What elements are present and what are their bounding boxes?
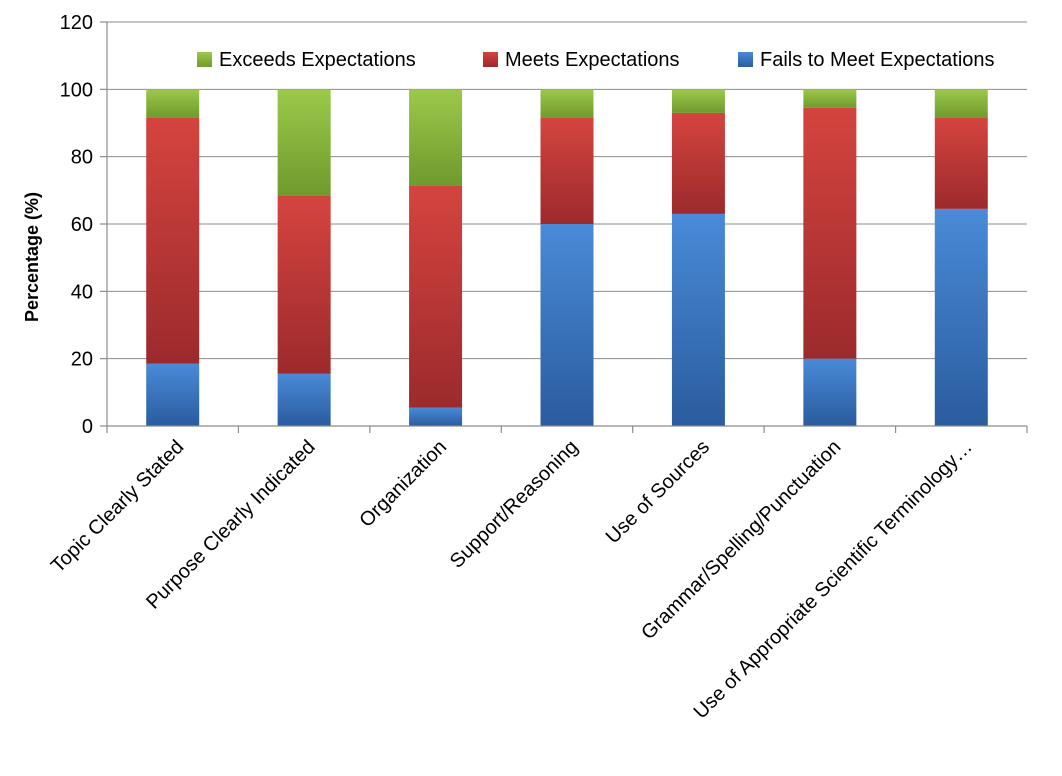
bar-segment-fails-to-meet-expectations [671, 213, 725, 426]
y-tick-labels: 0 20 40 60 80 100 120 [60, 12, 93, 438]
y-tick-label: 40 [71, 281, 93, 303]
y-tick-label: 60 [71, 214, 93, 236]
legend-label: Exceeds Expectations [219, 49, 416, 71]
bar-segment-exceeds-expectations [803, 89, 857, 108]
bar-segment-meets-expectations [146, 117, 200, 364]
legend-label: Fails to Meet Expectations [760, 49, 995, 71]
legend: Exceeds Expectations Meets Expectations Fa… [197, 49, 995, 71]
bar-segment-meets-expectations [803, 107, 857, 359]
y-axis-title: Percentage (%) [22, 192, 42, 322]
bar-segment-fails-to-meet-expectations [803, 358, 857, 426]
bar-segment-exceeds-expectations [277, 89, 331, 196]
legend-swatch [197, 52, 212, 67]
y-tick-label: 20 [71, 349, 93, 371]
legend-swatch [738, 52, 753, 67]
x-category-label: Use of Appropriate Scientific Terminolog… [690, 436, 977, 723]
bar-segment-meets-expectations [934, 117, 988, 209]
bar-segment-exceeds-expectations [540, 89, 594, 118]
legend-swatch [483, 52, 498, 67]
y-tick-label: 120 [60, 12, 93, 34]
bar-segment-exceeds-expectations [409, 89, 463, 186]
x-category-label: Use of Sources [602, 436, 714, 548]
bar-segment-exceeds-expectations [146, 89, 200, 118]
legend-label: Meets Expectations [505, 49, 680, 71]
y-tick-label: 80 [71, 147, 93, 169]
bar-segment-meets-expectations [277, 195, 331, 374]
y-tick-label: 100 [60, 79, 93, 101]
bars [146, 89, 988, 426]
bar-segment-meets-expectations [409, 185, 463, 408]
x-category-label: Organization [355, 436, 451, 532]
bar-segment-fails-to-meet-expectations [409, 407, 463, 426]
bar-segment-fails-to-meet-expectations [277, 373, 331, 426]
bar-segment-meets-expectations [671, 112, 725, 214]
bar-segment-exceeds-expectations [934, 89, 988, 118]
bar-segment-fails-to-meet-expectations [934, 208, 988, 426]
bar-segment-fails-to-meet-expectations [540, 224, 594, 426]
x-category-label: Topic Clearly Stated [47, 436, 188, 577]
bar-segment-exceeds-expectations [671, 89, 725, 113]
y-tick-label: 0 [82, 416, 93, 438]
bar-segment-fails-to-meet-expectations [146, 363, 200, 426]
bar-segment-meets-expectations [540, 117, 594, 224]
axes [100, 21, 1028, 433]
x-category-label: Support/Reasoning [446, 436, 583, 573]
